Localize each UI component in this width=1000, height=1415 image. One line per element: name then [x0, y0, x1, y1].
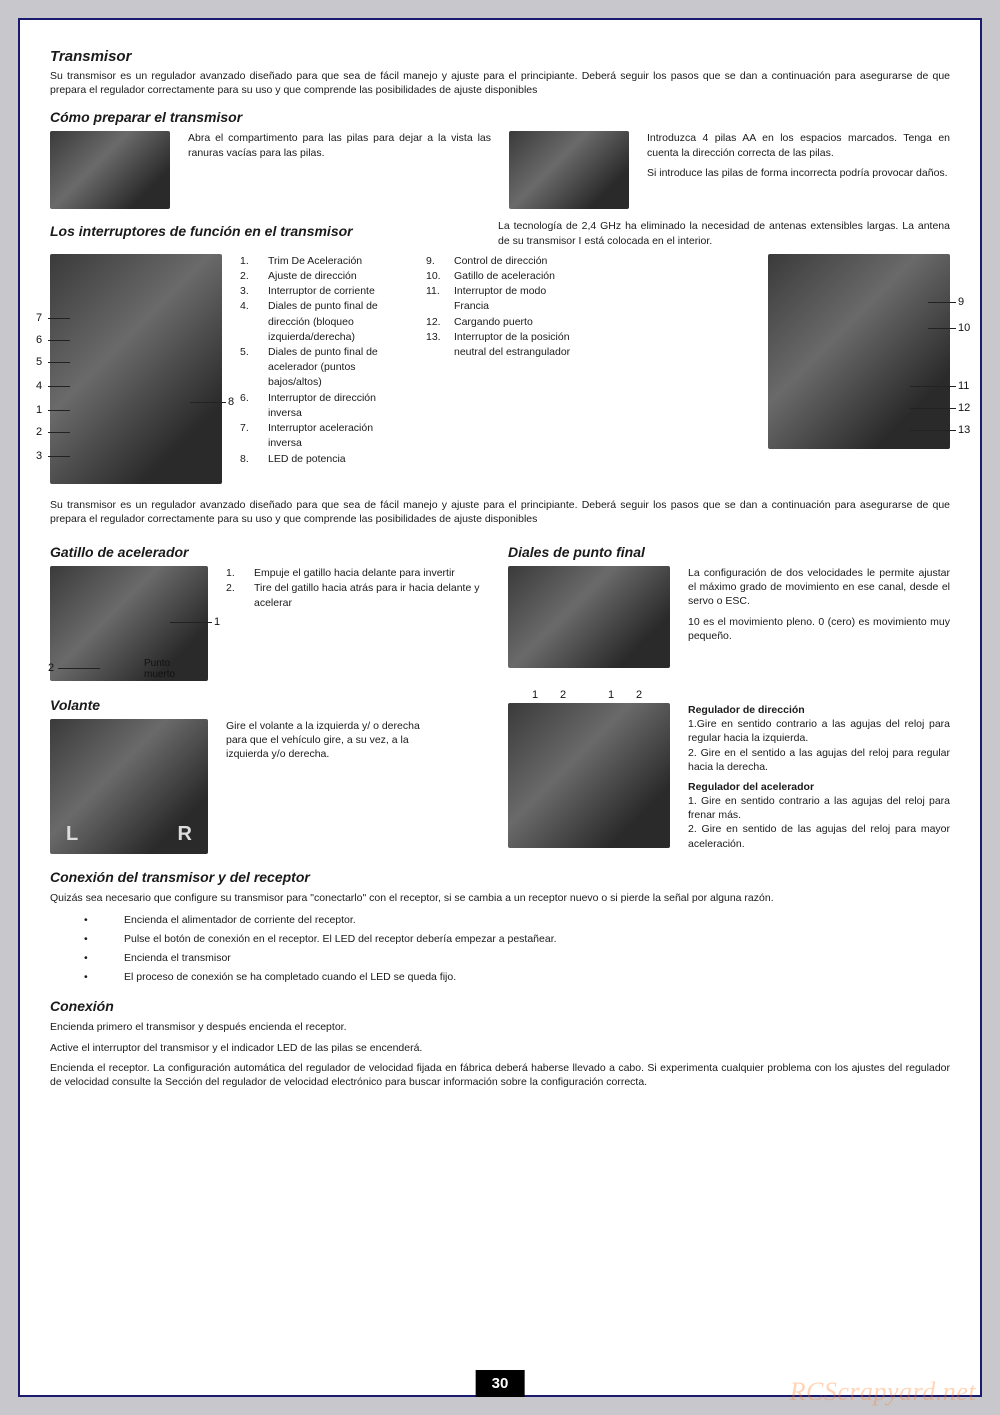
callout-10: 10 — [958, 322, 970, 334]
callout-1: 1 — [36, 404, 42, 416]
list-item: 1.Trim De Aceleración — [240, 254, 408, 269]
mid-row: Gatillo de acelerador 1 2 Punto muerto 1… — [50, 532, 950, 681]
callout-7: 7 — [36, 312, 42, 324]
dir-body: 1.Gire en sentido contrario a las agujas… — [688, 717, 950, 774]
conn-p2: Active el interruptor del transmisor y e… — [50, 1041, 950, 1055]
prep-left-text: Abra el compartimento para las pilas par… — [188, 131, 491, 203]
list-item: 2.Ajuste de dirección — [240, 269, 408, 284]
conn-p3: Encienda el receptor. La configuración a… — [50, 1061, 950, 1089]
callout-3: 3 — [36, 450, 42, 462]
trims-image — [508, 703, 670, 848]
callout-13: 13 — [958, 424, 970, 436]
trims-block: 1 2 1 2 Regulador de dirección 1.Gire en… — [508, 685, 950, 857]
list-item: 4.Diales de punto final de dirección (bl… — [240, 299, 408, 345]
trims-img-wrap: 1 2 1 2 — [508, 703, 670, 857]
list-item: El proceso de conexión se ha completado … — [84, 968, 950, 987]
list-item: 2.Tire del gatillo hacia atrás para ir h… — [226, 581, 490, 611]
dials-p1: La configuración de dos velocidades le p… — [688, 566, 950, 609]
callout-2: 2 — [36, 426, 42, 438]
prep-right-2: Si introduce las pilas de forma incorrec… — [647, 166, 950, 180]
dir-title: Regulador de dirección — [688, 704, 805, 716]
repeat-para: Su transmisor es un regulador avanzado d… — [50, 498, 950, 526]
l-arrow-label: L — [66, 823, 78, 846]
list-item: 6.Interruptor de dirección inversa — [240, 391, 408, 421]
list-item: 3.Interruptor de corriente — [240, 284, 408, 299]
callout-6: 6 — [36, 334, 42, 346]
r-arrow-label: R — [178, 823, 192, 846]
title-conn: Conexión — [50, 998, 950, 1014]
page-number: 30 — [476, 1370, 525, 1397]
binding-steps: Encienda el alimentador de corriente del… — [50, 911, 950, 987]
switch-list-col1: 1.Trim De Aceleración 2.Ajuste de direcc… — [240, 254, 408, 467]
list-item: 5.Diales de punto final de acelerador (p… — [240, 345, 408, 391]
callout-5: 5 — [36, 356, 42, 368]
tx-left-image — [50, 254, 222, 484]
title-switches: Los interruptores de función en el trans… — [50, 223, 480, 247]
acc-body: 1. Gire en sentido contrario a las aguja… — [688, 794, 950, 851]
lower-row: Volante L R Gire el volante a la izquier… — [50, 685, 950, 857]
list-item: 7.Interruptor aceleración inversa — [240, 421, 408, 451]
list-item: 9.Control de dirección — [426, 254, 574, 269]
trigger-block: Gatillo de acelerador 1 2 Punto muerto 1… — [50, 532, 490, 681]
callout-4: 4 — [36, 380, 42, 392]
t-c2: 2 — [560, 689, 566, 701]
title-binding: Conexión del transmisor y del receptor — [50, 869, 950, 885]
title-trigger: Gatillo de acelerador — [50, 544, 490, 560]
list-item: 8.LED de potencia — [240, 452, 408, 467]
switch-list-col2: 9.Control de dirección 10.Gatillo de ace… — [426, 254, 574, 361]
wheel-text: Gire el volante a la izquierda y/ o dere… — [226, 719, 490, 848]
dials-p2: 10 es el movimiento pleno. 0 (cero) es m… — [688, 615, 950, 643]
watermark: RCScrapyard.net — [790, 1377, 976, 1407]
page: Transmisor Su transmisor es un regulador… — [18, 18, 982, 1397]
prep-right-col: Introduzca 4 pilas AA en los espacios ma… — [647, 131, 950, 209]
wheel-block: Volante L R Gire el volante a la izquier… — [50, 685, 490, 857]
list-item: 1.Empuje el gatillo hacia delante para i… — [226, 566, 490, 581]
trigger-c1: 1 — [214, 616, 220, 628]
list-item: 11.Interruptor de modo Francia — [426, 284, 574, 314]
title-prep: Cómo preparar el transmisor — [50, 109, 950, 125]
trigger-img-wrap: 1 2 Punto muerto — [50, 566, 208, 681]
title-dials: Diales de punto final — [508, 544, 950, 560]
list-item: 10.Gatillo de aceleración — [426, 269, 574, 284]
switches-header-row: Los interruptores de función en el trans… — [50, 215, 950, 253]
tx-left-wrap: 7 6 5 4 1 2 3 8 — [50, 254, 222, 484]
list-item: 12.Cargando puerto — [426, 315, 574, 330]
prep-row: Abra el compartimento para las pilas par… — [50, 131, 950, 209]
trigger-list: 1.Empuje el gatillo hacia delante para i… — [226, 566, 490, 681]
note-24ghz: La tecnología de 2,4 GHz ha eliminado la… — [498, 219, 950, 247]
switches-row: 7 6 5 4 1 2 3 8 1.Trim De Aceleración 2.… — [50, 254, 950, 484]
callout-11: 11 — [958, 380, 969, 392]
callout-12: 12 — [958, 402, 970, 414]
dials-image — [508, 566, 670, 668]
list-item: Pulse el botón de conexión en el recepto… — [84, 930, 950, 949]
prep-right-1: Introduzca 4 pilas AA en los espacios ma… — [647, 131, 950, 159]
list-item: Encienda el transmisor — [84, 949, 950, 968]
acc-title: Regulador del acelerador — [688, 781, 814, 793]
conn-p1: Encienda primero el transmisor y después… — [50, 1020, 950, 1034]
neutral-label: Punto muerto — [144, 658, 194, 680]
t-c4: 2 — [636, 689, 642, 701]
intro-para: Su transmisor es un regulador avanzado d… — [50, 69, 950, 97]
tx-right-wrap: 9 10 11 12 13 — [768, 254, 950, 449]
list-item: Encienda el alimentador de corriente del… — [84, 911, 950, 930]
t-c3: 1 — [608, 689, 614, 701]
callout-9: 9 — [958, 296, 964, 308]
dials-block: Diales de punto final La configuración d… — [508, 532, 950, 681]
binding-intro: Quizás sea necesario que configure su tr… — [50, 891, 950, 905]
wheel-img-wrap: L R — [50, 719, 208, 854]
trigger-c2: 2 — [48, 662, 54, 674]
title-transmisor: Transmisor — [50, 48, 950, 65]
t-c1: 1 — [532, 689, 538, 701]
list-item: 13.Interruptor de la posición neutral de… — [426, 330, 574, 360]
title-wheel: Volante — [50, 697, 490, 713]
battery-insert-image — [509, 131, 629, 209]
tx-right-image — [768, 254, 950, 449]
callout-8: 8 — [228, 396, 234, 408]
battery-open-image — [50, 131, 170, 209]
